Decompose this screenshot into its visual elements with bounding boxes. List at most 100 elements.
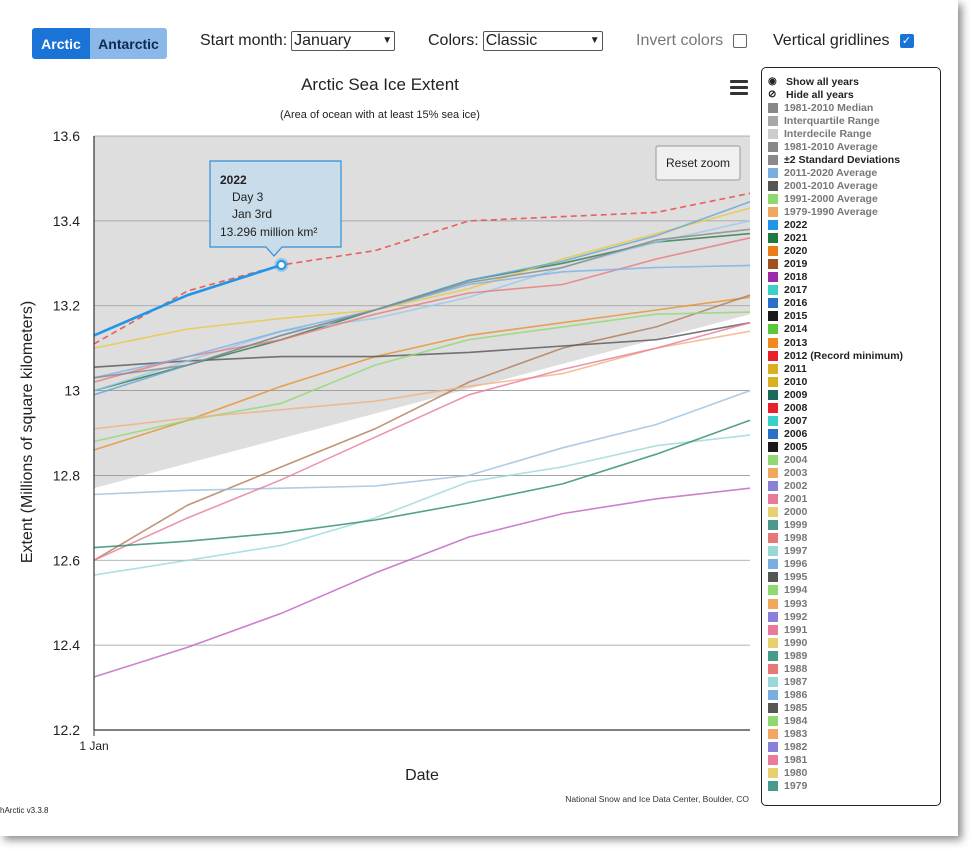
- legend-label: 2007: [784, 414, 808, 427]
- legend-swatch: [768, 755, 778, 766]
- legend-item[interactable]: 2016: [768, 297, 807, 310]
- legend-item[interactable]: 2011-2020 Average: [768, 166, 877, 179]
- legend-item[interactable]: 2018: [768, 271, 807, 284]
- data-point-2020: [562, 322, 564, 324]
- antarctic-toggle-button[interactable]: Antarctic: [90, 28, 167, 59]
- data-point-2017: [187, 560, 189, 562]
- legend-item[interactable]: 2020: [768, 245, 807, 258]
- data-point-2011: [562, 258, 564, 260]
- data-point-2016: [187, 490, 189, 492]
- legend-swatch: [768, 572, 778, 583]
- legend-item[interactable]: 2019: [768, 258, 807, 271]
- legend-item[interactable]: 1999: [768, 519, 807, 532]
- legend-item[interactable]: 1990: [768, 636, 807, 649]
- y-tick-label: 12.6: [53, 552, 80, 568]
- legend-item[interactable]: 2008: [768, 401, 807, 414]
- legend-item[interactable]: 1985: [768, 701, 807, 714]
- data-point-2016: [468, 475, 470, 477]
- legend-item[interactable]: 1992: [768, 610, 807, 623]
- legend-item[interactable]: Interdecile Range: [768, 127, 872, 140]
- legend-item[interactable]: 2017: [768, 284, 807, 297]
- legend-item[interactable]: 1981-2010 Average: [768, 140, 878, 153]
- legend-item[interactable]: 1982: [768, 741, 807, 754]
- legend-item[interactable]: 1979: [768, 780, 807, 793]
- legend-item[interactable]: 2011: [768, 362, 807, 375]
- vertical-gridlines-checkbox[interactable]: ✓: [899, 34, 914, 48]
- y-axis-title: Extent (Millions of square kilometers): [19, 301, 36, 563]
- arctic-toggle-button[interactable]: Arctic: [32, 28, 90, 59]
- legend-item[interactable]: 1983: [768, 728, 807, 741]
- data-point-2005: [562, 369, 564, 371]
- legend-item[interactable]: 2010: [768, 375, 807, 388]
- legend-item[interactable]: 1993: [768, 597, 807, 610]
- data-point-2004: [656, 453, 658, 455]
- legend-label: 2014: [784, 323, 808, 336]
- legend-item[interactable]: 1998: [768, 532, 807, 545]
- data-point-2015: [468, 352, 470, 354]
- legend-item[interactable]: 2013: [768, 336, 807, 349]
- legend-item[interactable]: 1989: [768, 649, 807, 662]
- legend-item[interactable]: 1991: [768, 623, 807, 636]
- legend-item[interactable]: 2004: [768, 453, 807, 466]
- reset-zoom-button[interactable]: Reset zoom: [655, 145, 741, 181]
- legend-item[interactable]: 2014: [768, 323, 807, 336]
- legend-label: 1981-2010 Median: [784, 101, 874, 114]
- series-line-2007: [93, 264, 751, 379]
- data-point-2004: [749, 420, 751, 422]
- colors-value: Classic: [485, 32, 538, 49]
- legend-item[interactable]: ±2 Standard Deviations: [768, 153, 900, 166]
- start-month-select[interactable]: January ▼: [291, 31, 396, 51]
- legend-item[interactable]: ⊘ Hide all years: [768, 88, 854, 101]
- data-point-2013: [562, 373, 564, 375]
- data-point-2018: [749, 487, 751, 489]
- legend-swatch: [768, 376, 778, 387]
- legend-item[interactable]: 1981-2010 Median: [768, 101, 873, 114]
- legend-item[interactable]: 1994: [768, 584, 807, 597]
- series-line-2022: [93, 263, 282, 337]
- data-point-2010: [468, 280, 470, 282]
- legend-item[interactable]: 2001-2010 Average: [768, 179, 878, 192]
- legend-item[interactable]: 2006: [768, 427, 807, 440]
- legend-item[interactable]: 2003: [768, 467, 807, 480]
- legend-item[interactable]: ◉ Show all years: [768, 75, 859, 88]
- legend-swatch: [768, 650, 778, 661]
- legend-item[interactable]: 1981: [768, 754, 807, 767]
- legend-item[interactable]: 2001: [768, 493, 807, 506]
- legend-item[interactable]: 1991-2000 Average: [768, 192, 878, 205]
- data-point-2004: [468, 502, 470, 504]
- legend-item[interactable]: 2012 (Record minimum): [768, 349, 903, 362]
- legend-item[interactable]: 1995: [768, 571, 807, 584]
- legend-swatch: [768, 494, 778, 505]
- legend-item[interactable]: 1984: [768, 714, 807, 727]
- legend-item[interactable]: 2022: [768, 219, 807, 232]
- legend-swatch: [768, 481, 778, 492]
- legend-item[interactable]: 1997: [768, 545, 807, 558]
- invert-colors-label: Invert colors: [636, 32, 724, 49]
- legend-item[interactable]: 2000: [768, 506, 807, 519]
- reset-zoom-label: Reset zoom: [666, 156, 730, 170]
- legend-item[interactable]: 1980: [768, 767, 807, 780]
- data-point-2011: [749, 207, 751, 209]
- data-point-2009: [374, 318, 376, 320]
- legend-item[interactable]: 2007: [768, 414, 807, 427]
- legend-item[interactable]: 2002: [768, 480, 807, 493]
- legend-item[interactable]: 1979-1990 Average: [768, 206, 878, 219]
- legend-swatch: [768, 454, 778, 465]
- legend-item[interactable]: 2015: [768, 310, 807, 323]
- y-tick-label: 13.2: [53, 298, 80, 314]
- legend-item[interactable]: 2009: [768, 388, 807, 401]
- data-point-2014: [749, 311, 751, 313]
- data-point-2007: [749, 265, 751, 267]
- invert-colors-checkbox[interactable]: [733, 34, 748, 48]
- legend-item[interactable]: 1986: [768, 688, 807, 701]
- colors-select[interactable]: Classic ▼: [482, 31, 603, 51]
- invert-colors-control: Invert colors: [636, 30, 748, 52]
- legend-item[interactable]: 2021: [768, 232, 807, 245]
- legend-label: 2003: [784, 467, 808, 479]
- legend-item[interactable]: 1988: [768, 662, 807, 675]
- legend-item[interactable]: 1996: [768, 558, 807, 571]
- legend-item[interactable]: 1987: [768, 675, 807, 688]
- legend-item[interactable]: 2005: [768, 440, 807, 453]
- menu-hamburger-icon[interactable]: [730, 80, 748, 95]
- legend-item[interactable]: Interquartile Range: [768, 114, 880, 127]
